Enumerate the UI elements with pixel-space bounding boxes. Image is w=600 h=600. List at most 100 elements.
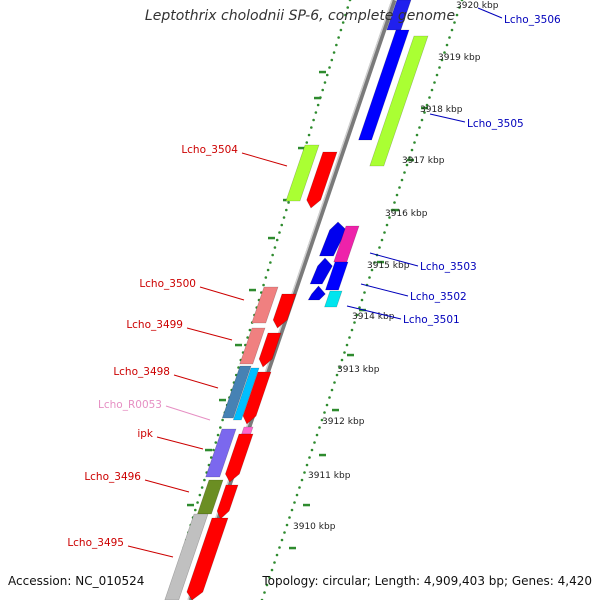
gene-feature[interactable] <box>221 365 252 419</box>
gene-feature[interactable] <box>285 144 320 202</box>
outer-track-dot <box>275 238 279 242</box>
outer-track-dot <box>337 36 340 39</box>
gene-label[interactable]: Lcho_3496 <box>84 471 141 483</box>
inner-track-dot <box>305 463 309 467</box>
gene-feature[interactable] <box>309 257 333 285</box>
gene-label[interactable]: Lcho_3498 <box>113 366 170 378</box>
gene-label[interactable]: Lcho_3495 <box>67 537 124 549</box>
inner-track-dot <box>430 88 434 92</box>
gene-feature[interactable] <box>358 29 410 141</box>
inner-track-dot <box>435 73 439 77</box>
outer-tick-track <box>166 0 352 600</box>
inner-track-dot <box>265 583 269 587</box>
inner-track-dot <box>383 231 386 234</box>
gene-feature[interactable] <box>307 285 326 301</box>
outer-track-dot <box>305 141 309 144</box>
outer-track-dot <box>219 426 222 429</box>
inner-track-dot <box>358 306 361 309</box>
outer-track-dot <box>285 208 288 212</box>
inner-track-dot <box>288 516 291 519</box>
inner-track-dot <box>370 268 374 272</box>
gene-label[interactable]: Lcho_R0053 <box>98 399 162 411</box>
outer-track-dot <box>310 126 313 129</box>
gene-feature[interactable] <box>225 433 254 483</box>
inner-track-dot <box>295 493 299 497</box>
gene-label-leader <box>346 305 402 320</box>
inner-track-dot <box>275 553 279 557</box>
gene-feature[interactable] <box>325 261 349 291</box>
outer-track-dot <box>246 336 249 339</box>
inner-track-dot <box>340 358 344 362</box>
outer-track-dot <box>346 6 350 9</box>
inner-track-dot <box>310 448 314 452</box>
gene-feature[interactable] <box>369 35 429 167</box>
inner-track-dot <box>453 21 456 24</box>
kbp-tick-label: 3910 kbp <box>293 522 336 532</box>
outer-track-dot <box>280 223 284 227</box>
gene-label[interactable]: ipk <box>137 428 154 440</box>
gene-label-leader <box>360 283 409 297</box>
kbp-tick-label: 3914 kbp <box>352 312 395 322</box>
gene-feature[interactable] <box>232 367 260 421</box>
inner-track-dot <box>268 576 271 579</box>
gene-feature[interactable] <box>164 513 209 600</box>
gene-feature[interactable] <box>186 517 229 600</box>
inner-track-dot <box>378 246 381 249</box>
kbp-tick-label: 3917 kbp <box>402 156 445 166</box>
gene-feature[interactable] <box>272 293 297 329</box>
inner-track-dot <box>380 238 384 242</box>
inner-track-dot <box>273 561 276 564</box>
outer-track-dot <box>266 268 270 272</box>
inner-track-dot <box>285 523 289 527</box>
outer-track-dot <box>314 111 318 114</box>
outer-track-dot <box>262 283 265 287</box>
inner-track-dot <box>300 478 304 482</box>
gene-feature[interactable] <box>306 151 338 209</box>
track-dash <box>377 260 384 264</box>
gene-feature[interactable] <box>197 479 224 515</box>
inner-track-dot <box>450 28 454 32</box>
inner-tick-track <box>260 0 464 600</box>
gene-feature[interactable] <box>319 221 347 257</box>
gene-feature[interactable] <box>242 371 272 425</box>
inner-track-dot <box>400 178 404 182</box>
track-dash <box>319 70 326 74</box>
inner-track-dot <box>393 201 396 204</box>
track-dash <box>347 353 354 357</box>
kbp-tick-label: 3916 kbp <box>385 209 428 219</box>
gene-label[interactable]: Lcho_3503 <box>420 261 477 273</box>
gene-feature[interactable] <box>241 426 254 435</box>
genome-summary-text: Topology: circular; Length: 4,909,403 bp… <box>262 574 592 588</box>
outer-track-dot <box>316 103 320 107</box>
gene-label[interactable]: Lcho_3500 <box>139 278 196 290</box>
gene-label[interactable]: Lcho_3502 <box>410 291 467 303</box>
map-title: Leptothrix cholodnii SP-6, complete geno… <box>144 8 456 24</box>
gene-feature[interactable] <box>258 332 282 368</box>
gene-label[interactable]: Lcho_3505 <box>467 118 524 130</box>
inner-track-dot <box>353 321 356 324</box>
track-dash <box>314 96 321 100</box>
gene-label[interactable]: Lcho_3499 <box>126 319 183 331</box>
gene-feature[interactable] <box>324 290 343 308</box>
outer-track-dot <box>348 0 352 2</box>
track-dash <box>421 106 428 110</box>
gene-label[interactable]: Lcho_3506 <box>504 14 561 26</box>
track-dash <box>319 453 326 457</box>
inner-track-dot <box>423 111 426 114</box>
gene-label[interactable]: Lcho_3501 <box>403 314 460 326</box>
inner-track-dot <box>458 6 461 9</box>
gene-feature[interactable] <box>251 286 279 324</box>
inner-track-dot <box>345 343 349 347</box>
gene-feature[interactable] <box>216 484 239 520</box>
inner-track-dot <box>455 13 459 17</box>
accession-text: Accession: NC_010524 <box>8 574 145 588</box>
inner-track-dot <box>278 546 281 549</box>
gene-feature[interactable] <box>205 428 237 478</box>
inner-track-dot <box>410 148 414 152</box>
gene-label[interactable]: Lcho_3504 <box>181 144 238 156</box>
inner-track-dot <box>270 568 274 572</box>
gene-feature[interactable] <box>239 327 266 365</box>
outer-track-dot <box>264 276 268 279</box>
inner-track-dot <box>308 456 311 459</box>
inner-track-dot <box>348 336 351 339</box>
